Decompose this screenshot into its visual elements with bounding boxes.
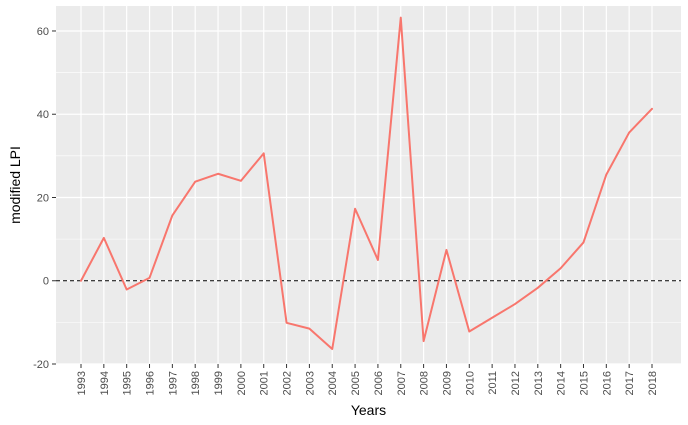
x-tick-label: 2006	[373, 371, 385, 395]
x-tick-label: 2016	[601, 371, 613, 395]
x-tick-label: 2007	[396, 371, 408, 395]
x-tick-labels: 1993 1994 1995 1996 1997 1998 1999 2000 2001 2002…	[76, 371, 659, 395]
plot-panel	[56, 6, 681, 364]
y-tick-label: 0	[43, 276, 49, 288]
x-tick-label: 2008	[419, 371, 431, 395]
x-tick-label: 2012	[510, 371, 522, 395]
x-tick-label: 2011	[487, 371, 499, 395]
x-tick-label: 1997	[167, 371, 179, 395]
axis-ticks	[52, 30, 653, 368]
x-tick-label: 2001	[259, 371, 271, 395]
x-tick-label: 2010	[464, 371, 476, 395]
y-axis-title: modified LPI	[7, 146, 23, 224]
x-axis-title: Years	[351, 402, 386, 418]
x-tick-label: 1999	[213, 371, 225, 395]
x-tick-label: 2005	[350, 371, 362, 395]
x-tick-label: 2015	[578, 371, 590, 395]
x-tick-label: 2003	[304, 371, 316, 395]
x-tick-label: 2004	[327, 371, 339, 395]
x-tick-label: 2000	[236, 371, 248, 395]
y-tick-label: 20	[37, 192, 49, 204]
x-tick-label: 1998	[190, 371, 202, 395]
y-tick-label: -20	[33, 359, 49, 371]
x-tick-label: 1996	[145, 371, 157, 395]
x-tick-label: 1993	[76, 371, 88, 395]
y-tick-label: 60	[37, 26, 49, 38]
y-tick-labels: -20 0 20 40 60	[33, 26, 49, 371]
x-tick-label: 1995	[122, 371, 134, 395]
y-tick-label: 40	[37, 109, 49, 121]
major-gridlines	[56, 6, 681, 365]
x-tick-label: 2009	[441, 371, 453, 395]
x-tick-label: 1994	[99, 371, 111, 395]
x-tick-label: 2014	[556, 371, 568, 395]
x-tick-label: 2018	[647, 371, 659, 395]
series-line	[80, 16, 653, 351]
x-tick-label: 2017	[624, 371, 636, 395]
x-tick-label: 2002	[282, 371, 294, 395]
x-tick-label: 2013	[533, 371, 545, 395]
series-group	[80, 16, 653, 351]
